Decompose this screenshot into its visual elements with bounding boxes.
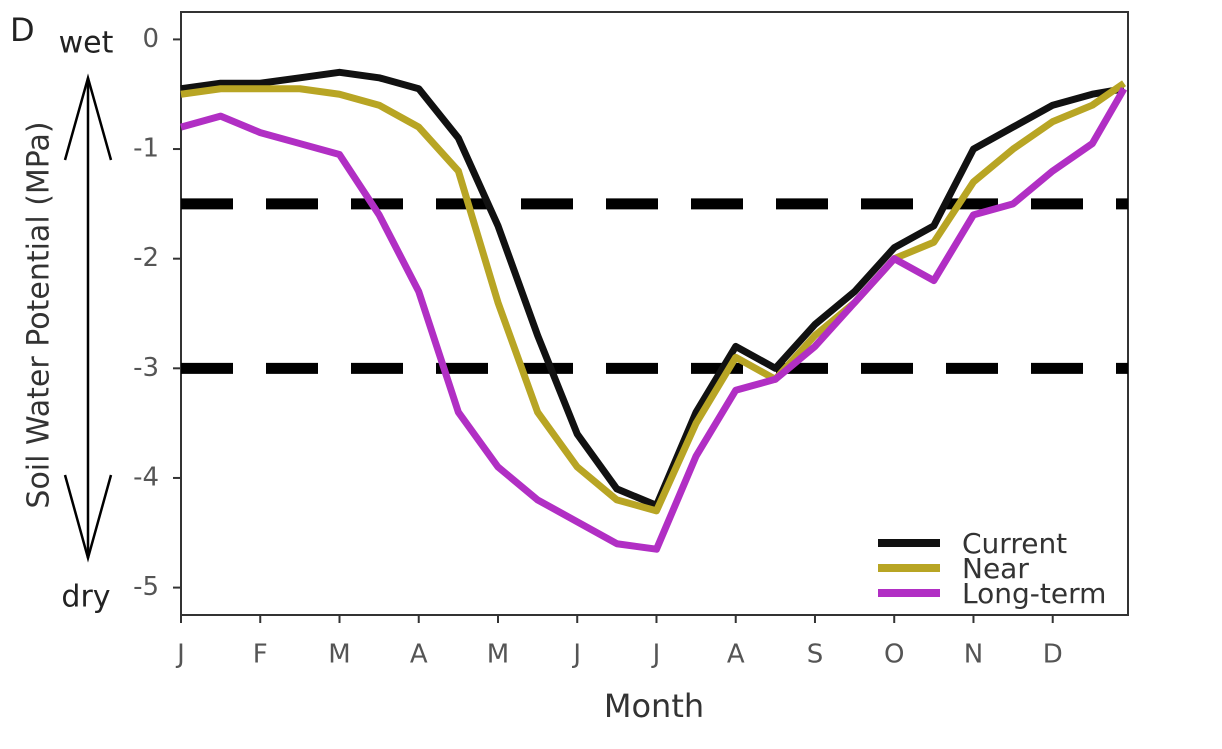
series-line [181,72,1124,505]
x-tick-label: S [807,640,824,670]
x-tick-label: J [175,640,185,670]
plot-frame [181,12,1128,615]
x-tick-label: J [651,640,661,670]
y-tick-label: -2 [133,243,159,273]
double-arrow [65,78,111,558]
y-tick-label: -4 [133,462,159,492]
x-axis-title: Month [604,687,704,725]
wet-label: wet [59,26,114,61]
x-tick-label: D [1043,640,1063,670]
series-line [181,89,1124,549]
x-tick-label: A [410,640,428,670]
x-tick-label: O [884,640,904,670]
y-tick-label: -3 [133,353,159,383]
panel-label: D [10,11,35,49]
legend-label: Long-term [962,577,1106,610]
x-tick-label: J [571,640,581,670]
x-tick-label: M [487,640,509,670]
y-tick-label: -5 [133,572,159,602]
y-tick-label: 0 [142,24,159,54]
chart: D wet dry Soil Water Potential (MPa) Mon… [0,0,1222,749]
x-tick-label: M [328,640,350,670]
y-axis-title: Soil Water Potential (MPa) [22,121,57,508]
x-tick-label: F [253,640,268,670]
y-tick-label: -1 [133,134,159,164]
x-tick-label: N [964,640,983,670]
dry-label: dry [61,580,110,615]
x-tick-label: A [727,640,745,670]
